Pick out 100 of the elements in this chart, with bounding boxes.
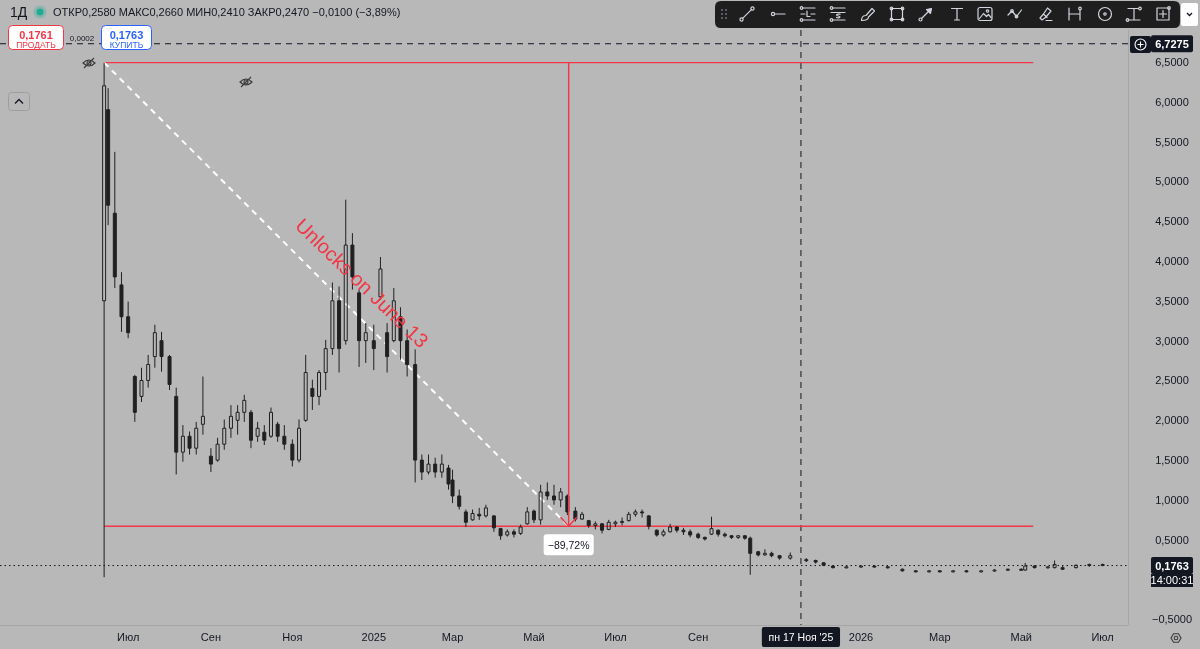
candlestick — [640, 509, 645, 518]
candlestick — [593, 520, 598, 530]
x-tick-label: 2026 — [848, 631, 874, 643]
annotation: 0,1761 — [19, 28, 53, 41]
candlestick — [159, 331, 164, 373]
x-tick-label: Сен — [688, 631, 709, 643]
candlestick — [102, 62, 107, 578]
candlestick — [323, 339, 328, 391]
candlestick — [558, 487, 563, 508]
chart-subtitle: ОТКР0,2580 МАКС0,2660 МИН0,2410 ЗАКР0,2470 −0,0100 (−3,89%) — [53, 6, 401, 18]
candlestick — [112, 151, 117, 289]
candlestick — [964, 569, 969, 573]
candlestick — [498, 527, 503, 541]
candlestick — [626, 511, 631, 522]
candlestick — [463, 509, 468, 528]
y-tick-label: 5,0000 — [1155, 175, 1189, 188]
candlestick — [668, 523, 673, 534]
candlestick — [1052, 559, 1057, 569]
y-tick-label: 5,5000 — [1155, 135, 1189, 148]
candlestick — [900, 567, 905, 573]
y-tick-label: 4,5000 — [1155, 215, 1189, 228]
candlestick — [439, 454, 444, 479]
candlestick — [511, 528, 516, 538]
candlestick — [722, 532, 727, 538]
candlestick — [518, 524, 523, 536]
candlestick — [992, 568, 997, 573]
candlestick — [483, 504, 488, 518]
annotation: ПРОДАТЬ — [16, 39, 57, 50]
candlestick — [297, 419, 302, 464]
candlestick — [132, 374, 137, 423]
candlestick — [654, 528, 659, 538]
x-tick-label: Ноя — [282, 631, 303, 643]
candlestick — [573, 506, 578, 522]
x-tick-label: Июл — [1091, 631, 1114, 643]
annotation: КУПИТЬ — [109, 39, 144, 50]
candlestick — [310, 379, 315, 411]
candlestick — [830, 564, 835, 569]
candlestick — [119, 271, 124, 333]
candlestick — [1045, 565, 1050, 569]
candlestick — [821, 561, 826, 567]
candlestick — [275, 421, 280, 443]
candlestick — [200, 375, 205, 436]
candlestick — [844, 565, 849, 569]
candlestick — [885, 565, 890, 569]
chart-title: 1Д — [10, 4, 28, 20]
candlestick — [538, 484, 543, 526]
candlestick — [457, 489, 462, 510]
candlestick — [551, 484, 556, 506]
y-tick-label: −0,5000 — [1151, 613, 1193, 626]
x-tick-label: Май — [1010, 631, 1032, 643]
y-tick-label: 4,0000 — [1155, 254, 1189, 267]
y-tick-label: 2,0000 — [1155, 414, 1189, 427]
candlestick — [716, 528, 721, 538]
candlestick — [126, 301, 131, 339]
candlestick — [788, 552, 793, 561]
candlestick — [545, 481, 550, 501]
candlestick — [1060, 565, 1065, 571]
candlestick — [756, 550, 761, 557]
candlestick — [600, 522, 605, 534]
candlestick — [303, 354, 308, 423]
y-tick-label: 6,5000 — [1155, 55, 1189, 68]
candlestick — [505, 528, 510, 538]
candlestick — [262, 424, 267, 446]
x-tick-label: Май — [523, 631, 545, 643]
candlestick — [729, 534, 734, 540]
candlestick — [470, 509, 475, 522]
candlestick — [228, 404, 233, 439]
candlestick — [330, 282, 335, 356]
candlestick — [363, 322, 368, 364]
candlestick — [1100, 563, 1105, 567]
candlestick — [208, 447, 213, 473]
candlestick — [215, 437, 220, 463]
candlestick — [337, 285, 342, 373]
candlestick — [317, 369, 322, 406]
candlestick — [180, 424, 185, 463]
candlestick — [1073, 563, 1078, 569]
candlestick — [702, 536, 707, 542]
candlestick — [146, 354, 151, 389]
ref-line-label: пн 17 Ноя '25 — [768, 631, 834, 643]
x-tick-label: Мар — [441, 631, 464, 643]
candlestick — [696, 532, 701, 540]
candlestick — [426, 454, 431, 475]
candlestick — [937, 569, 942, 573]
candlestick — [290, 438, 295, 467]
candlestick — [769, 551, 774, 558]
annotation: −89,72% — [547, 538, 590, 551]
candlestick — [450, 469, 455, 504]
candlestick — [661, 528, 666, 538]
candlestick — [419, 454, 424, 481]
y-tick-label: 3,5000 — [1155, 294, 1189, 307]
candlestick — [413, 348, 418, 483]
candlestick — [1032, 564, 1037, 569]
candlestick — [477, 507, 482, 521]
candlestick — [633, 509, 638, 518]
ref-line-label: 6,7275 — [1155, 37, 1189, 50]
x-tick-label: 2025 — [361, 631, 387, 643]
candlestick — [606, 519, 611, 531]
candlestick — [139, 367, 144, 403]
ref-line-label: 0,1763 — [1155, 559, 1189, 572]
candlestick — [282, 424, 287, 451]
